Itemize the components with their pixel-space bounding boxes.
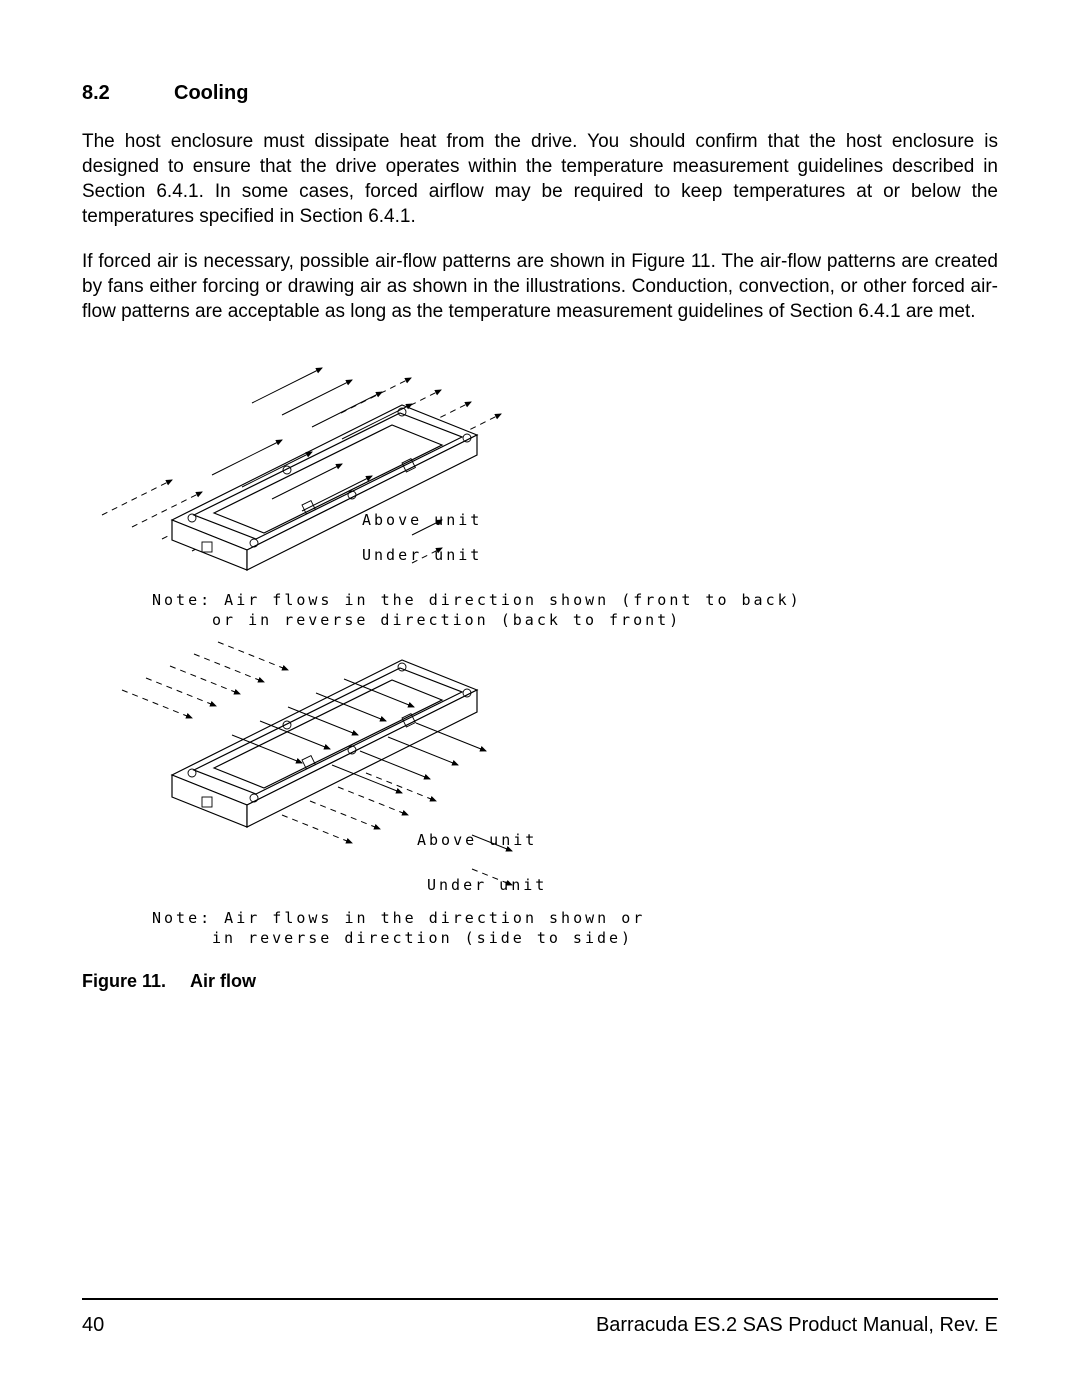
figure-number: Figure 11. <box>82 971 166 992</box>
figure-area: Above unit Under unit Note: Air flows in… <box>82 345 998 965</box>
doc-title: Barracuda ES.2 SAS Product Manual, Rev. … <box>596 1314 998 1337</box>
note-2-line-2: in reverse direction (side to side) <box>212 929 633 947</box>
label-under-2: Under unit <box>427 876 547 894</box>
note-1-line-1: Note: Air flows in the direction shown (… <box>152 591 802 609</box>
section-number: 8.2 <box>82 82 174 105</box>
section-title: Cooling <box>174 82 248 105</box>
footer-rule <box>82 1298 998 1300</box>
paragraph-1: The host enclosure must dissipate heat f… <box>82 129 998 229</box>
note-1-line-2: or in reverse direction (back to front) <box>212 611 681 629</box>
label-above-1: Above unit <box>362 511 482 529</box>
page: 8.2 Cooling The host enclosure must diss… <box>0 0 1080 1397</box>
note-2-line-1: Note: Air flows in the direction shown o… <box>152 909 645 927</box>
page-number: 40 <box>82 1314 104 1337</box>
label-above-2: Above unit <box>417 831 537 849</box>
figure-caption: Air flow <box>190 971 256 992</box>
section-heading: 8.2 Cooling <box>82 82 998 105</box>
figure-caption-row: Figure 11. Air flow <box>82 971 998 992</box>
paragraph-2: If forced air is necessary, possible air… <box>82 249 998 324</box>
label-under-1: Under unit <box>362 546 482 564</box>
airflow-diagram: Above unit Under unit Note: Air flows in… <box>82 345 998 965</box>
page-footer: 40 Barracuda ES.2 SAS Product Manual, Re… <box>82 1298 998 1337</box>
